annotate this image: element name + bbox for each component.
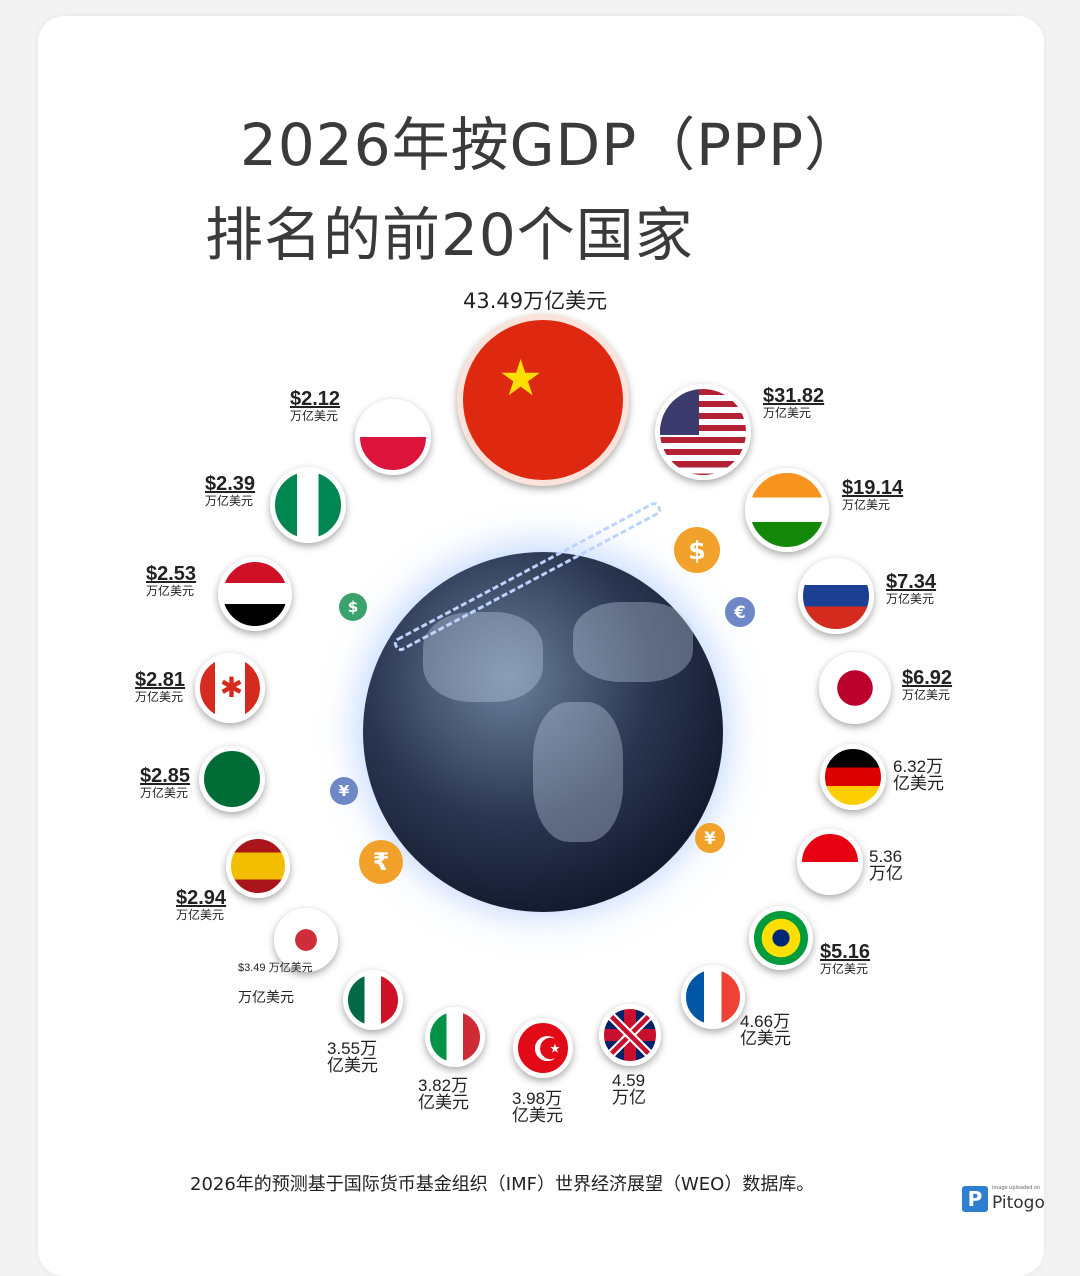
- value-text: $2.81: [135, 669, 186, 691]
- star-icon: ★: [498, 348, 544, 407]
- flag-india: [745, 468, 829, 552]
- value-label-france: 4.66万 亿美元: [740, 1013, 791, 1049]
- flag-uk: [599, 1004, 661, 1066]
- flag-indonesia: [797, 829, 863, 895]
- value-label-poland: $2.12 万亿美元: [290, 389, 340, 423]
- crescent-icon: ☪: [532, 1030, 563, 1070]
- value-label-india: $19.14 万亿美元: [842, 478, 903, 512]
- value-text: $2.39: [205, 473, 256, 495]
- value-text: 3.55万: [327, 1039, 378, 1058]
- unit-text: 万亿美元: [902, 688, 951, 702]
- value-text: 3.82万: [418, 1076, 469, 1095]
- unit-text: 万亿美元: [135, 690, 184, 704]
- unit-text: 亿美元: [740, 1028, 791, 1049]
- value-text: 6.32万: [893, 757, 944, 776]
- flag-mexico: [343, 970, 403, 1030]
- value-label-mexico: 3.55万 亿美元: [327, 1040, 378, 1076]
- currency-coin-icon: €: [725, 597, 755, 627]
- currency-coin-icon: ₹: [359, 840, 403, 884]
- continent-shape: [573, 602, 693, 682]
- value-text: 4.66万: [740, 1012, 791, 1031]
- flag-nigeria: [270, 467, 346, 543]
- watermark-caption: image uploaded on: [992, 1185, 1041, 1191]
- value-label-south-korea: $3.49 万亿美元万亿美元: [238, 962, 313, 1006]
- pitogo-logo-icon: P: [962, 1186, 988, 1212]
- value-text: $6.92: [902, 667, 953, 689]
- value-text: $31.82: [763, 385, 825, 407]
- currency-coin-icon: ¥: [330, 777, 358, 805]
- flag-saudi-arabia: [199, 746, 265, 812]
- unit-text: 万亿美元: [886, 592, 935, 606]
- value-label-usa: $31.82 万亿美元: [763, 386, 824, 420]
- title-line-1: 2026年按GDP（PPP）: [240, 111, 864, 179]
- value-label-indonesia: 5.36 万亿: [869, 848, 903, 884]
- maple-leaf-icon: ✱: [219, 671, 244, 705]
- value-label-japan: $6.92 万亿美元: [902, 668, 952, 702]
- value-label-egypt: $2.53 万亿美元: [146, 564, 196, 598]
- flag-south-korea: [274, 908, 338, 972]
- flag-canton: [660, 389, 699, 436]
- value-text: 4.59: [612, 1071, 646, 1090]
- flag-spain: [226, 834, 290, 898]
- globe-image: [363, 552, 723, 912]
- flag-turkey: ☪: [513, 1018, 573, 1078]
- value-text: $2.53: [146, 563, 197, 585]
- flag-germany: [820, 744, 886, 810]
- value-label-saudi-arabia: $2.85 万亿美元: [140, 766, 190, 800]
- unit-text: 万亿美元: [140, 786, 189, 800]
- unit-text: 万亿美元: [820, 962, 869, 976]
- value-text: 5.36: [869, 847, 903, 866]
- unit-text: 亿美元: [327, 1055, 378, 1076]
- value-label-germany: 6.32万 亿美元: [893, 758, 944, 794]
- flag-russia: [798, 558, 874, 634]
- currency-coin-icon: $: [674, 527, 720, 573]
- value-text: $7.34: [886, 571, 937, 593]
- unit-text: 万亿美元: [842, 498, 891, 512]
- value-text: $2.94: [176, 887, 227, 909]
- flag-china: ★: [457, 314, 629, 486]
- value-text: 3.98万: [512, 1089, 563, 1108]
- unit-text: 万亿美元: [290, 409, 339, 423]
- value-label-nigeria: $2.39 万亿美元: [205, 474, 255, 508]
- value-label-russia: $7.34 万亿美元: [886, 572, 936, 606]
- unit-text: 万亿美元: [763, 406, 812, 420]
- flag-brazil: [749, 906, 813, 970]
- value-label-canada: $2.81 万亿美元: [135, 670, 185, 704]
- flag-poland: [355, 399, 431, 475]
- value-text: $5.16: [820, 941, 871, 963]
- flag-usa: [655, 384, 751, 480]
- unit-text: 万亿: [869, 863, 903, 884]
- flag-japan: [819, 652, 891, 724]
- unit-text: 亿美元: [893, 773, 944, 794]
- unit-text: 亿美元: [418, 1092, 469, 1113]
- unit-text: 万亿美元: [146, 584, 195, 598]
- watermark-brand: Pitogo: [992, 1193, 1045, 1213]
- unit-text: 亿美元: [512, 1105, 563, 1126]
- unit-text: 万亿美元: [238, 989, 294, 1006]
- flag-italy: [425, 1007, 485, 1067]
- flag-france: [681, 965, 745, 1029]
- currency-coin-icon: ¥: [695, 823, 725, 853]
- pitogo-watermark: P image uploaded on Pitogo: [962, 1184, 1045, 1214]
- value-label-spain: $2.94 万亿美元: [176, 888, 226, 922]
- unit-text: 万亿: [612, 1087, 646, 1108]
- value-label-italy: 3.82万 亿美元: [418, 1077, 469, 1113]
- unit-text: 万亿美元: [176, 908, 225, 922]
- flag-egypt: [218, 557, 292, 631]
- value-label-uk: 4.59 万亿: [612, 1072, 646, 1108]
- value-label-brazil: $5.16 万亿美元: [820, 942, 870, 976]
- continent-shape: [423, 612, 543, 702]
- currency-coin-icon: $: [339, 593, 367, 621]
- source-footnote: 2026年的预测基于国际货币基金组织（IMF）世界经济展望（WEO）数据库。: [190, 1174, 815, 1195]
- value-text: $19.14: [842, 477, 904, 499]
- china-value-label: 43.49万亿美元: [463, 289, 608, 313]
- value-text: $2.85: [140, 765, 191, 787]
- value-text: $3.49 万亿美元: [238, 962, 313, 974]
- value-label-turkey: 3.98万 亿美元: [512, 1090, 563, 1126]
- flag-canada: ✱: [195, 653, 265, 723]
- unit-text: 万亿美元: [205, 494, 254, 508]
- value-text: $2.12: [290, 388, 341, 410]
- title-line-2: 排名的前20个国家: [205, 201, 694, 269]
- continent-shape: [533, 702, 623, 842]
